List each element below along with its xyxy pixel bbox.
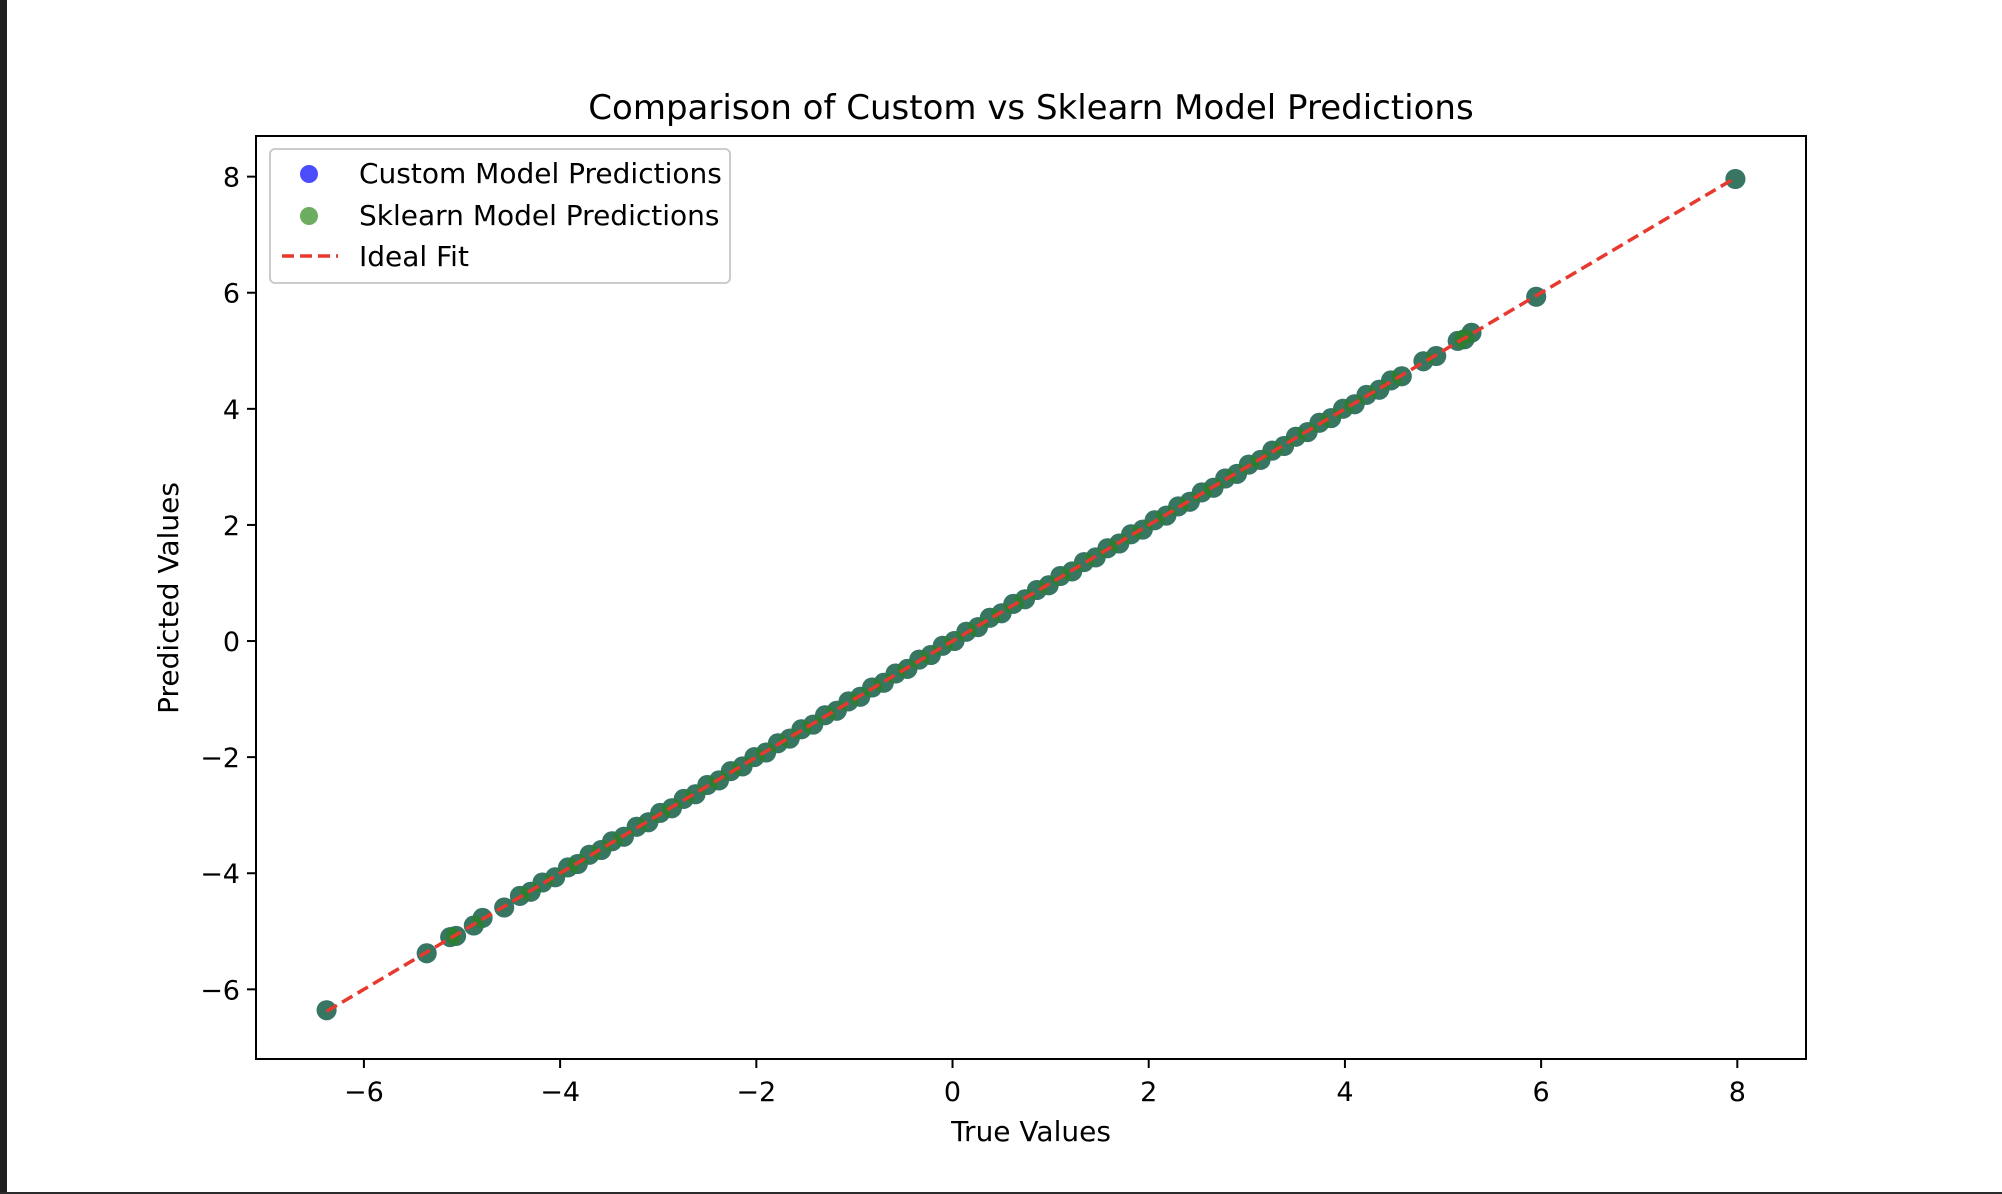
window-left-edge [0, 0, 7, 1194]
plot-area-frame [255, 135, 1807, 1060]
x-tick-label: 4 [1336, 1077, 1353, 1108]
y-tick-label: −4 [200, 859, 240, 890]
x-tick-label: −2 [736, 1077, 776, 1108]
legend-label-sklearn: Sklearn Model Predictions [359, 199, 719, 232]
y-tick-label: 4 [223, 395, 240, 426]
x-tick-label: −6 [344, 1077, 384, 1108]
y-tick-label: 8 [223, 163, 240, 194]
x-tick-label: −4 [540, 1077, 580, 1108]
legend-label-custom: Custom Model Predictions [359, 157, 722, 190]
chart-marks [316, 169, 1746, 1021]
x-tick-label: 6 [1533, 1077, 1550, 1108]
y-tick-label: 2 [223, 511, 240, 542]
legend-label-ideal-fit: Ideal Fit [359, 240, 469, 273]
legend-frame [269, 148, 731, 284]
y-axis-label: Predicted Values [152, 482, 185, 714]
legend-marker-sklearn [300, 207, 318, 225]
series-1-point [1725, 169, 1746, 189]
axis-ticks: −6 −4 −2 0 2 4 6 8 −6 −4 −2 0 2 4 6 8 [200, 163, 1746, 1108]
x-tick-label: 8 [1729, 1077, 1746, 1108]
y-tick-label: 6 [223, 279, 240, 310]
x-axis-label: True Values [950, 1115, 1111, 1148]
ideal-fit-line [325, 176, 1737, 1013]
window-bottom-edge [0, 1192, 2002, 1194]
y-tick-label: −6 [200, 975, 240, 1006]
chart-legend: Custom Model Predictions Sklearn Model P… [269, 148, 731, 284]
x-tick-label: 0 [944, 1077, 961, 1108]
x-tick-label: 2 [1140, 1077, 1157, 1108]
y-tick-label: 0 [223, 627, 240, 658]
chart-title: Comparison of Custom vs Sklearn Model Pr… [588, 88, 1473, 128]
legend-marker-custom [300, 165, 318, 183]
y-tick-label: −2 [200, 743, 240, 774]
